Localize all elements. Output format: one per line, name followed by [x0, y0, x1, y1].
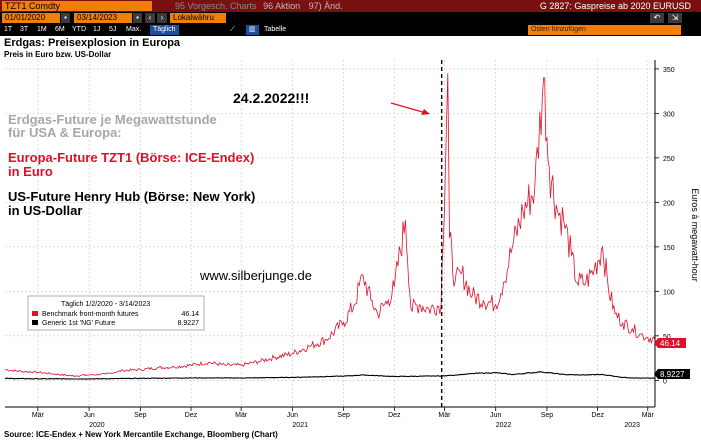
date-annotation: 24.2.2022!!!	[233, 90, 309, 106]
x-tick-label: Mär	[32, 412, 45, 419]
x-tick-label: Dez	[591, 412, 604, 419]
y-tick-label: 350	[663, 67, 675, 74]
range-1d[interactable]: 1T	[4, 26, 13, 33]
date-controls: 01/01/2020 ▪ 03/14/2023 ▪ ‹ › Lokalwähru…	[0, 12, 701, 24]
annotation-europe-2: in Euro	[8, 164, 53, 179]
svg-text:8.9227: 8.9227	[660, 370, 685, 379]
x-tick-label: Mär	[235, 412, 248, 419]
terminal-title-bar: TZT1 Comdty 95 Vorgesch. Charts 96 Aktio…	[0, 0, 701, 12]
ticker-field[interactable]: TZT1 Comdty	[2, 1, 152, 11]
range-5y[interactable]: 5J	[109, 26, 117, 33]
export-icon[interactable]: ⇲	[668, 13, 682, 23]
x-tick-label: Dez	[388, 412, 401, 419]
annotation-heading-1: Erdgas-Future je Megawattstunde	[8, 112, 217, 127]
annotation-us-2: in US-Dollar	[8, 203, 82, 218]
range-controls: 1T 3T 1M 6M YTD 1J 5J Max. Täglich ⟋ ▥ T…	[0, 24, 701, 36]
europe-series-line	[4, 73, 656, 377]
x-tick-label: Dez	[185, 412, 198, 419]
chart-subtitle: Preis in Euro bzw. US-Dollar	[4, 50, 112, 59]
y-tick-label: 150	[663, 245, 675, 252]
prev-charts-button[interactable]: 95 Vorgesch. Charts	[175, 1, 257, 11]
chart-title: Erdgas: Preisexplosion in Europa	[4, 37, 181, 49]
svg-text:46.14: 46.14	[660, 339, 681, 348]
x-tick-label: Sep	[134, 412, 147, 419]
legend-title: Täglich 1/2/2020 - 3/14/2023	[61, 301, 150, 308]
legend-swatch-europe	[32, 311, 38, 316]
x-tick-label: Mär	[438, 412, 451, 419]
toolbar-actions: 95 Vorgesch. Charts 96 Aktion 97) Änd.	[175, 0, 343, 12]
range-1m[interactable]: 1M	[37, 26, 47, 33]
calendar-icon[interactable]: ▪	[61, 13, 70, 23]
legend-label-europe: Benchmark front-month futures	[42, 311, 139, 318]
table-tab[interactable]: Tabelle	[264, 26, 287, 33]
x-tick-label: Sep	[337, 412, 350, 419]
legend-value-us: 8.9227	[178, 320, 200, 327]
series-lines	[4, 73, 656, 380]
x-tick-label: Mär	[642, 412, 655, 419]
y-tick-label: 100	[663, 289, 675, 296]
x-year-label: 2020	[89, 422, 105, 429]
range-6m[interactable]: 6M	[55, 26, 65, 33]
legend-swatch-us	[32, 320, 38, 325]
x-year-label: 2022	[496, 422, 512, 429]
arrow-icon	[390, 102, 430, 115]
end-date-input[interactable]: 03/14/2023	[74, 13, 132, 23]
x-year-label: 2023	[624, 422, 640, 429]
source-note: Source: ICE-Endex + New York Mercantile …	[4, 430, 278, 439]
y-tick-label: 250	[663, 156, 675, 163]
axes: 0 50 100 150 200 250 300 350 Mär Jun Sep Dez Mär Jun S…	[5, 60, 675, 429]
x-tick-label: Sep	[541, 412, 554, 419]
range-1y[interactable]: 1J	[93, 26, 101, 33]
next-arrow-icon[interactable]: ›	[157, 13, 167, 23]
annotation-us-1: US-Future Henry Hub (Börse: New York)	[8, 189, 255, 204]
grid	[5, 60, 655, 407]
y-tick-label: 0	[663, 378, 667, 385]
range-max[interactable]: Max.	[126, 26, 142, 33]
x-tick-label: Jun	[83, 412, 94, 419]
x-year-label: 2021	[292, 422, 308, 429]
y-axis-label: Euros à megawatt-hour	[690, 188, 700, 282]
currency-select[interactable]: Lokalwähru	[170, 13, 226, 23]
website-watermark: www.silberjunge.de	[199, 268, 312, 283]
x-tick-label: Jun	[287, 412, 298, 419]
chart-type-icon[interactable]: ▥	[246, 25, 259, 35]
action-button[interactable]: 96 Aktion	[263, 1, 301, 11]
y-tick-label: 50	[663, 334, 671, 341]
undo-icon[interactable]: ↶	[650, 13, 664, 23]
calendar-icon[interactable]: ▪	[133, 13, 142, 23]
line-chart-icon[interactable]: ⟋	[230, 26, 235, 33]
range-ytd[interactable]: YTD	[72, 26, 86, 33]
last-value-tag-us: 8.9227	[654, 369, 690, 379]
annotation-heading-2: für USA & Europa:	[8, 125, 122, 140]
add-note-input[interactable]: Osten hinzufügen	[528, 25, 681, 35]
y-tick-label: 200	[663, 200, 675, 207]
x-tick-label: Jun	[490, 412, 501, 419]
annotation-europe-1: Europa-Future TZT1 (Börse: ICE-Endex)	[8, 150, 254, 165]
us-series-line	[4, 370, 655, 380]
legend: Täglich 1/2/2020 - 3/14/2023 Benchmark f…	[27, 295, 205, 331]
legend-label-us: Generic 1st 'NG' Future	[42, 320, 115, 327]
last-value-tag-europe: 46.14	[654, 338, 686, 348]
start-date-input[interactable]: 01/01/2020	[2, 13, 60, 23]
y-tick-label: 300	[663, 111, 675, 118]
legend-value-europe: 46.14	[181, 311, 199, 318]
edit-button[interactable]: 97) Änd.	[308, 1, 343, 11]
chart-name: G 2827: Gaspreise ab 2020 EURUSD	[539, 1, 691, 11]
range-3d[interactable]: 3T	[20, 26, 29, 33]
frequency-select[interactable]: Täglich	[150, 25, 179, 35]
prev-arrow-icon[interactable]: ‹	[145, 13, 155, 23]
